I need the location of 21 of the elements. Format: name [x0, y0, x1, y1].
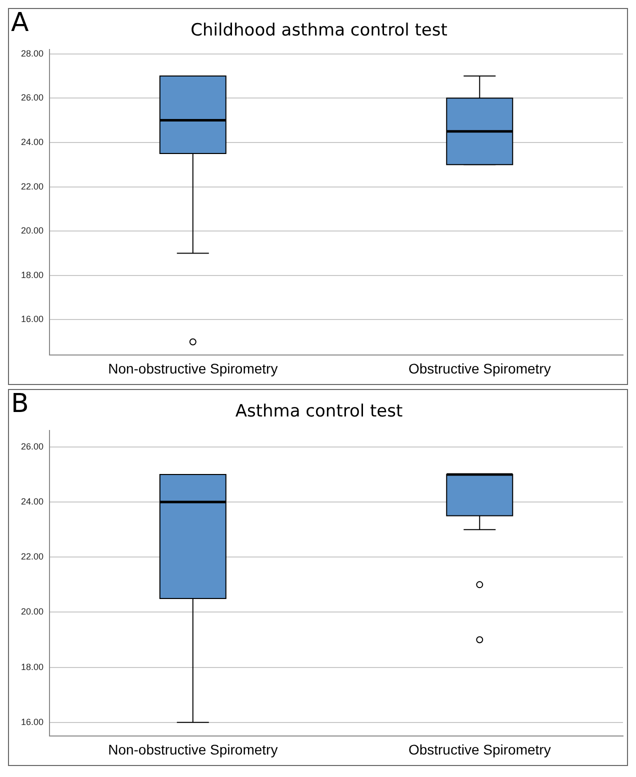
y-tick-label: 24.00	[20, 136, 44, 147]
x-tick-label: Obstructive Spirometry	[408, 741, 551, 758]
y-tick-label: 24.00	[20, 496, 44, 507]
text: A	[11, 8, 29, 38]
chart-title: Asthma control test	[235, 402, 403, 422]
x-tick-label: Obstructive Spirometry	[408, 360, 551, 376]
x-tick-label: Non-obstructive Spirometry	[108, 360, 278, 376]
y-tick-label: 16.00	[20, 314, 44, 324]
x-tick-label: Non-obstructive Spirometry	[108, 741, 278, 758]
y-tick-label: 20.00	[20, 226, 44, 236]
y-tick-label: 22.00	[20, 181, 44, 192]
text: B	[11, 388, 29, 419]
chart-title: Childhood asthma control test	[190, 20, 448, 41]
y-tick-label: 18.00	[20, 270, 44, 280]
y-tick-label: 26.00	[20, 92, 44, 103]
y-tick-label: 28.00	[20, 48, 44, 58]
y-tick-label: 18.00	[20, 662, 44, 672]
y-tick-label: 20.00	[20, 606, 44, 617]
y-tick-label: 22.00	[20, 552, 44, 562]
y-tick-label: 26.00	[20, 441, 44, 452]
y-tick-label: 16.00	[20, 716, 44, 727]
